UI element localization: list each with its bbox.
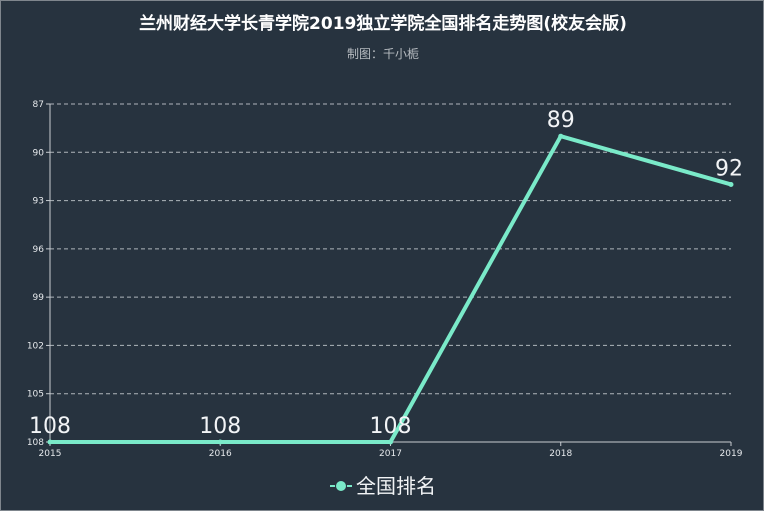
y-tick-label: 102 [27,341,44,351]
data-labels: 108 108 108 89 92 [29,108,743,439]
data-label: 108 [199,414,241,439]
data-point[interactable] [47,439,53,445]
data-label: 92 [715,156,743,181]
data-point[interactable] [217,439,223,445]
x-tick-label: 2015 [39,449,62,459]
series-layer [47,133,734,445]
data-point[interactable] [728,181,734,187]
data-label: 89 [547,108,575,133]
y-tick-label: 108 [27,438,44,448]
data-point[interactable] [558,133,564,139]
y-tick-label: 87 [33,100,44,110]
y-tick-label: 96 [33,245,45,255]
legend[interactable]: 全国排名 [1,473,764,499]
y-tick-label: 105 [27,390,44,400]
data-point[interactable] [388,439,393,445]
y-tick-label: 90 [33,148,45,158]
x-tick-label: 2017 [379,449,402,459]
data-label: 108 [29,414,71,439]
chart-title: 兰州财经大学长青学院2019独立学院全国排名走势图(校友会版) [139,14,627,34]
x-tick-label: 2016 [209,449,232,459]
x-tick-label: 2019 [720,449,743,459]
y-tick-label: 99 [33,293,45,303]
grid-lines [50,103,731,395]
legend-marker-icon [330,479,352,493]
y-tick-label: 93 [33,197,44,207]
series-line [48,134,733,444]
data-label: 108 [370,414,412,439]
chart-subtitle: 制图：千小栀 [346,47,419,61]
legend-label: 全国排名 [356,474,436,498]
x-tick-label: 2018 [549,449,572,459]
